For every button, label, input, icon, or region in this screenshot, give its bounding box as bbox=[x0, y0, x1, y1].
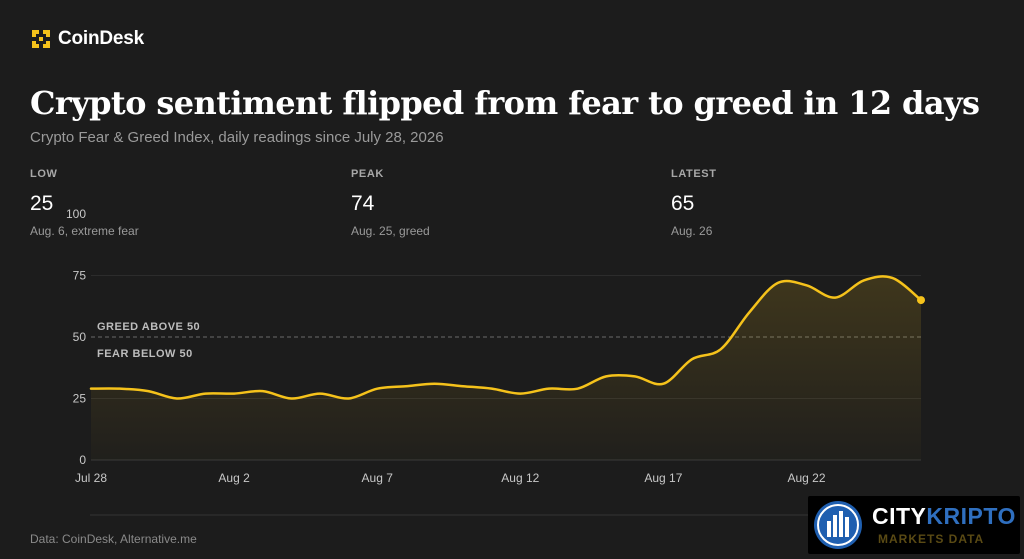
data-point bbox=[318, 392, 322, 396]
coindesk-logo[interactable]: CoinDesk bbox=[30, 28, 144, 50]
data-point bbox=[576, 387, 580, 391]
data-point bbox=[232, 392, 236, 396]
stat-low: LOW 25 Aug. 6, extreme fear bbox=[30, 168, 139, 238]
stat-latest: LATEST 65 Aug. 26 bbox=[671, 168, 717, 238]
x-tick-label: Aug 17 bbox=[644, 471, 682, 485]
source-note: Data: CoinDesk, Alternative.me bbox=[30, 532, 197, 546]
stat-note: Aug. 26 bbox=[671, 224, 713, 238]
data-point bbox=[203, 392, 207, 396]
data-point bbox=[661, 382, 665, 386]
stat-note: Aug. 6, extreme fear bbox=[30, 224, 139, 238]
stat-value: 25 bbox=[30, 192, 54, 215]
data-point bbox=[89, 387, 93, 391]
coindesk-logo-icon bbox=[32, 30, 50, 48]
watermark-brand: CITYKRIPTO bbox=[872, 502, 1016, 529]
data-point bbox=[890, 276, 894, 280]
watermark-sub: MARKETS DATA bbox=[878, 531, 985, 546]
x-tick-label: Aug 22 bbox=[787, 471, 825, 485]
data-point bbox=[719, 347, 723, 351]
stat-peak: PEAK 74 Aug. 25, greed bbox=[351, 168, 430, 238]
chart-title: Crypto sentiment flipped from fear to gr… bbox=[30, 84, 980, 122]
stat-label: LOW bbox=[30, 168, 58, 180]
x-tick-label: Aug 2 bbox=[218, 471, 250, 485]
data-point bbox=[633, 374, 637, 378]
x-tick-label: Aug 7 bbox=[362, 471, 394, 485]
citykripto-watermark: CITYKRIPTO MARKETS DATA bbox=[808, 496, 1020, 554]
data-point bbox=[604, 374, 608, 378]
stat-value: 74 bbox=[351, 192, 375, 215]
data-point bbox=[261, 389, 265, 393]
y-tick-label: 50 bbox=[73, 330, 87, 344]
data-point bbox=[518, 392, 522, 396]
data-point bbox=[461, 384, 465, 388]
data-point bbox=[747, 310, 751, 314]
chart-subtitle: Crypto Fear & Greed Index, daily reading… bbox=[30, 129, 444, 146]
data-point bbox=[490, 387, 494, 391]
latest-point bbox=[917, 296, 925, 305]
data-point bbox=[833, 296, 837, 300]
y-tick-label: 75 bbox=[73, 269, 87, 283]
greed-annotation: GREED ABOVE 50 bbox=[97, 321, 200, 333]
data-point bbox=[404, 384, 408, 388]
data-point bbox=[175, 397, 179, 401]
data-point bbox=[776, 281, 780, 285]
logo-text: CoinDesk bbox=[58, 28, 145, 49]
stat-label: PEAK bbox=[351, 168, 384, 180]
x-tick-label: Aug 12 bbox=[501, 471, 539, 485]
data-point bbox=[347, 397, 351, 401]
x-tick-label: Jul 28 bbox=[75, 471, 107, 485]
citykripto-logo-icon bbox=[814, 501, 862, 549]
stat-note: Aug. 25, greed bbox=[351, 224, 430, 238]
index-area-fill bbox=[91, 276, 921, 460]
data-point bbox=[432, 382, 436, 386]
data-point bbox=[690, 357, 694, 361]
data-point bbox=[862, 278, 866, 282]
watermark-brand-a: CITY bbox=[872, 502, 927, 529]
data-point bbox=[118, 387, 122, 391]
index-series-line bbox=[89, 275, 923, 400]
data-point bbox=[289, 397, 293, 401]
fear-annotation: FEAR BELOW 50 bbox=[97, 348, 193, 360]
data-point bbox=[547, 387, 551, 391]
watermark-brand-b: KRIPTO bbox=[926, 502, 1016, 529]
y-tick-label: 25 bbox=[73, 392, 87, 406]
y-tick-label: 100 bbox=[66, 207, 86, 221]
data-point bbox=[805, 283, 809, 287]
data-point bbox=[375, 387, 379, 391]
stat-value: 65 bbox=[671, 192, 695, 215]
data-point bbox=[146, 389, 150, 393]
y-tick-label: 0 bbox=[79, 453, 86, 467]
stat-label: LATEST bbox=[671, 168, 717, 180]
